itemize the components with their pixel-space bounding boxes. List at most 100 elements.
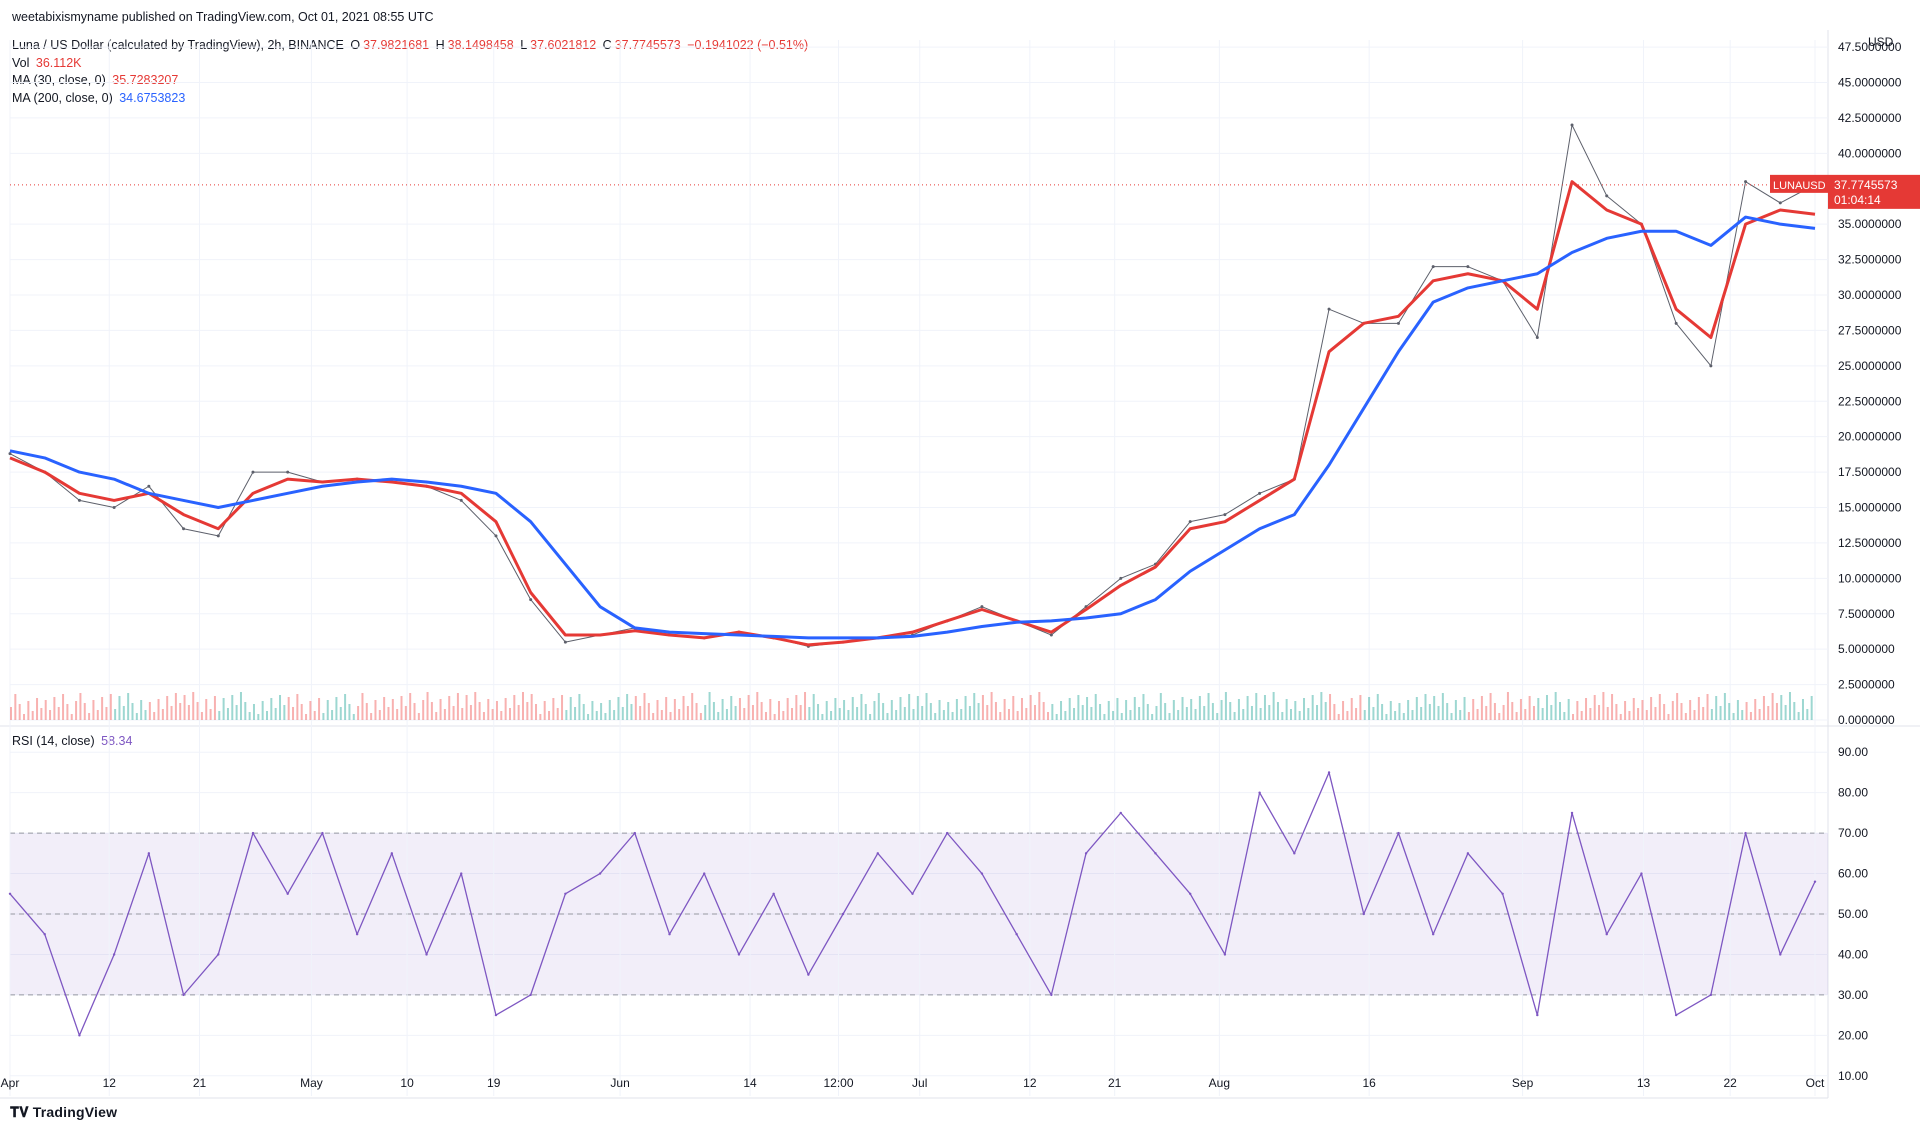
volume-bar: [1324, 702, 1327, 720]
volume-bar: [1415, 697, 1418, 720]
volume-bar: [1038, 692, 1041, 720]
ma200-legend[interactable]: MA (200, close, 0) 34.6753823: [12, 91, 188, 105]
rsi-point: [668, 933, 671, 936]
rsi-point: [1779, 953, 1782, 956]
volume-bar: [44, 700, 47, 720]
volume-bar: [1155, 706, 1158, 720]
volume-bar: [1576, 701, 1579, 720]
ohlc-high: 38.1498458: [447, 38, 514, 52]
volume-bar: [1428, 704, 1431, 720]
price-point: [147, 484, 151, 488]
volume-bar: [1329, 694, 1332, 720]
volume-bar: [1788, 692, 1791, 720]
price-point: [8, 452, 12, 456]
volume-bar: [166, 696, 169, 720]
volume-bar: [105, 707, 108, 720]
volume-bar: [391, 699, 394, 720]
volume-bar: [1198, 696, 1201, 720]
volume-bar: [1003, 699, 1006, 720]
rsi-point: [1813, 880, 1817, 883]
volume-bar: [1537, 698, 1540, 720]
volume-bar: [1073, 708, 1076, 720]
rsi-point: [1674, 1013, 1678, 1017]
volume-bar: [517, 705, 520, 720]
volume-bar: [1593, 695, 1596, 720]
rsi-point: [529, 993, 532, 997]
volume-bar: [1606, 707, 1609, 720]
price-tick-label: 35.0000000: [1838, 217, 1902, 231]
volume-bar: [1116, 698, 1119, 720]
volume-bar: [75, 701, 78, 720]
price-tick-label: 30.0000000: [1838, 288, 1902, 302]
volume-bar: [482, 712, 485, 720]
volume-bar: [764, 712, 767, 720]
volume-bar: [574, 707, 577, 720]
volume-bar: [1289, 709, 1292, 720]
volume-bar: [1437, 706, 1440, 720]
volume-bar: [1524, 709, 1527, 720]
volume-bar: [200, 712, 203, 720]
time-tick-label: 12: [103, 1076, 117, 1090]
volume-bar: [1424, 694, 1427, 720]
volume-bar: [595, 711, 598, 720]
volume-bar: [1554, 692, 1557, 720]
volume-bar: [1355, 708, 1358, 720]
volume-bar: [600, 703, 603, 720]
volume-bar: [83, 703, 86, 720]
volume-bar: [591, 701, 594, 720]
price-point: [1327, 307, 1331, 311]
volume-bar: [1181, 697, 1184, 720]
volume-bar: [1758, 709, 1761, 720]
volume-bar: [153, 712, 156, 720]
price-point: [1570, 123, 1574, 127]
volume-bar: [669, 712, 672, 720]
volume-bar: [23, 714, 26, 720]
volume-bar: [174, 693, 177, 720]
volume-bar: [1702, 707, 1705, 720]
last-price-countdown: 01:04:14: [1834, 193, 1881, 207]
volume-bar: [869, 714, 872, 720]
rsi-point: [390, 852, 394, 855]
volume-bar: [1459, 710, 1462, 720]
rsi-point: [251, 831, 255, 835]
volume-bar: [1133, 697, 1136, 720]
volume-bar: [556, 708, 559, 720]
volume-bar: [122, 706, 125, 720]
volume-bar: [578, 694, 581, 720]
volume-bar: [851, 697, 854, 720]
volume-bar: [1090, 707, 1093, 720]
volume-bar: [1589, 708, 1592, 720]
volume-bar: [1224, 692, 1227, 720]
volume-bar: [101, 697, 104, 720]
volume-bar: [300, 704, 303, 720]
volume-bar: [656, 700, 659, 720]
price-series-line-0: [9, 124, 1816, 647]
volume-bar: [1012, 696, 1015, 720]
volume-bar: [621, 707, 624, 720]
rsi-point: [286, 892, 289, 895]
rsi-point: [1709, 993, 1713, 997]
volume-bar: [209, 709, 212, 720]
rsi-tick-label: 80.00: [1838, 786, 1868, 800]
volume-bar: [1411, 710, 1414, 720]
volume-bar: [973, 693, 976, 720]
volume-bar: [1381, 704, 1384, 720]
symbol-title[interactable]: Luna / US Dollar (calculated by TradingV…: [12, 38, 344, 52]
volume-bar: [478, 702, 481, 720]
price-tick-label: 42.5000000: [1838, 111, 1902, 125]
tradingview-logo-icon: 𝐓𝐕: [10, 1104, 29, 1120]
volume-legend[interactable]: Vol 36.112K: [12, 56, 85, 70]
volume-bar: [1723, 693, 1726, 720]
price-tick-label: 0.0000000: [1838, 713, 1895, 727]
volume-bar: [1498, 713, 1501, 720]
tradingview-logo[interactable]: 𝐓𝐕 TradingView: [10, 1104, 117, 1121]
volume-bar: [877, 693, 880, 720]
volume-bar: [1775, 703, 1778, 720]
ma30-legend[interactable]: MA (30, close, 0) 35.7283207: [12, 73, 181, 87]
volume-bar: [1081, 705, 1084, 720]
volume-bar: [526, 702, 529, 720]
rsi-tick-label: 70.00: [1838, 826, 1868, 840]
price-point: [980, 605, 984, 609]
rsi-point: [182, 993, 185, 997]
